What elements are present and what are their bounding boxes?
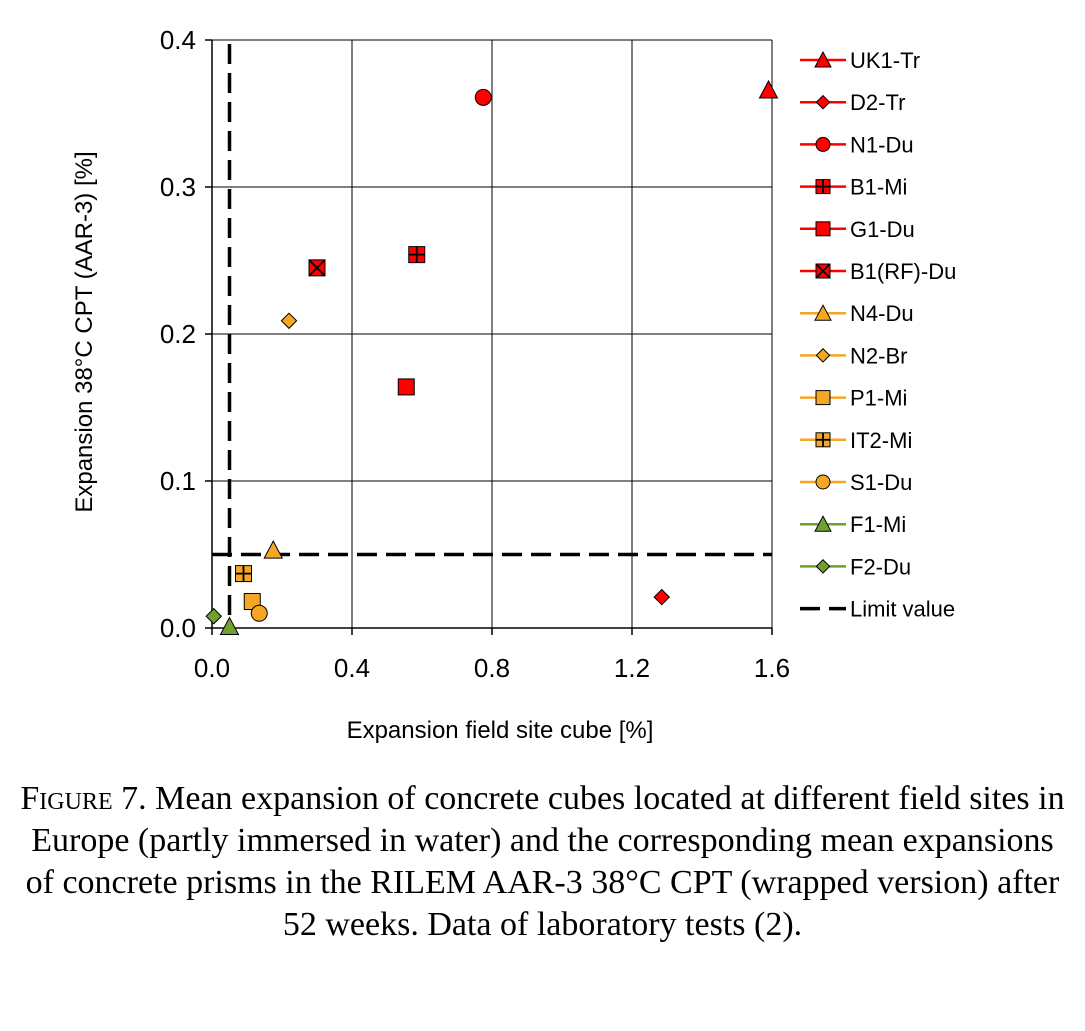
x-tick-label: 1.6: [754, 653, 790, 683]
point-n2-br: [280, 312, 298, 330]
legend-label: UK1-Tr: [850, 48, 920, 73]
legend-marker: [815, 136, 831, 152]
legend-item: D2-Tr: [800, 90, 905, 115]
point-uk1-tr: [758, 79, 779, 99]
legend-label: G1-Du: [850, 217, 915, 242]
legend-marker: [815, 94, 831, 110]
x-tick-labels: 0.0 0.4 0.8 1.2 1.6: [194, 653, 790, 683]
legend-marker: [815, 390, 831, 406]
legend-item: S1-Du: [800, 470, 912, 495]
legend-label: P1-Mi: [850, 386, 907, 411]
grid-lines: [212, 39, 773, 628]
legend-marker: [815, 432, 831, 448]
point-b1-rf-du: [308, 259, 326, 277]
legend-marker: [815, 474, 831, 490]
legend-label: D2-Tr: [850, 90, 905, 115]
legend-marker: [815, 221, 831, 237]
y-tick-label: 0.3: [160, 172, 196, 202]
legend-label: F2-Du: [850, 554, 911, 579]
y-tick-labels: 0.0 0.1 0.2 0.3 0.4: [160, 25, 196, 643]
legend-marker: [814, 304, 832, 321]
point-f2-du: [205, 607, 223, 625]
legend-marker: [815, 348, 831, 363]
legend-label: Limit value: [850, 597, 955, 622]
legend-label: IT2-Mi: [850, 428, 912, 453]
x-tick-label: 0.0: [194, 653, 230, 683]
legend-label: N4-Du: [850, 301, 914, 326]
point-n4-du: [263, 540, 284, 559]
legend-marker: [815, 179, 831, 195]
point-b1-mi: [408, 246, 426, 264]
legend-item: IT2-Mi: [800, 428, 912, 453]
y-tick-label: 0.4: [160, 25, 196, 55]
point-f1-mi: [219, 616, 240, 636]
legend-label: S1-Du: [850, 470, 912, 495]
point-g1-du: [397, 378, 415, 396]
y-axis-title: Expansion 38°C CPT (AAR-3) [%]: [71, 151, 98, 512]
legend-item: F1-Mi: [800, 512, 906, 537]
y-tick-label: 0.2: [160, 319, 196, 349]
legend-item: B1(RF)-Du: [800, 259, 956, 284]
legend-marker: [815, 263, 831, 279]
x-tick-label: 0.8: [474, 653, 510, 683]
legend-item: N1-Du: [800, 132, 914, 157]
figure-caption: Figure 7. Mean expansion of concrete cub…: [20, 778, 1065, 946]
caption-text: Mean expansion of concrete cubes located…: [25, 780, 1065, 943]
legend-item: F2-Du: [800, 554, 911, 579]
x-tick-label: 1.2: [614, 653, 650, 683]
point-n1-du: [474, 88, 492, 106]
y-tick-label: 0.1: [160, 466, 196, 496]
legend-label: B1(RF)-Du: [850, 259, 956, 284]
legend-label: N2-Br: [850, 343, 907, 368]
legend-item: N4-Du: [800, 301, 914, 326]
legend-marker: [815, 559, 831, 574]
legend-marker: [814, 515, 832, 532]
legend-label: B1-Mi: [850, 175, 907, 200]
legend-item: G1-Du: [800, 217, 915, 242]
legend-item: B1-Mi: [800, 175, 907, 200]
x-axis-title: Expansion field site cube [%]: [347, 717, 654, 744]
y-tick-label: 0.0: [160, 613, 196, 643]
legend: UK1-Tr D2-Tr N1-Du B1-Mi G1-Du B1(RF)-Du N4-Du…: [800, 48, 956, 622]
legend-marker: [814, 50, 832, 68]
limit-value-lines: [212, 44, 772, 628]
legend-label: F1-Mi: [850, 512, 906, 537]
legend-item-limit: Limit value: [800, 597, 955, 622]
x-tick-label: 0.4: [334, 653, 370, 683]
plot-axes: [205, 39, 773, 635]
figure-label: Figure 7.: [20, 780, 147, 817]
point-s1-du: [250, 604, 268, 622]
data-points: [205, 79, 779, 636]
legend-item: P1-Mi: [800, 386, 907, 411]
legend-item: UK1-Tr: [800, 48, 920, 73]
point-d2-tr: [653, 588, 671, 606]
legend-item: N2-Br: [800, 343, 907, 368]
scatter-chart: 0.0 0.4 0.8 1.2 1.6 0.0 0.1 0.2 0.3 0.4 Expansio…: [71, 25, 956, 744]
point-it2-mi: [235, 565, 252, 583]
legend-label: N1-Du: [850, 132, 914, 157]
